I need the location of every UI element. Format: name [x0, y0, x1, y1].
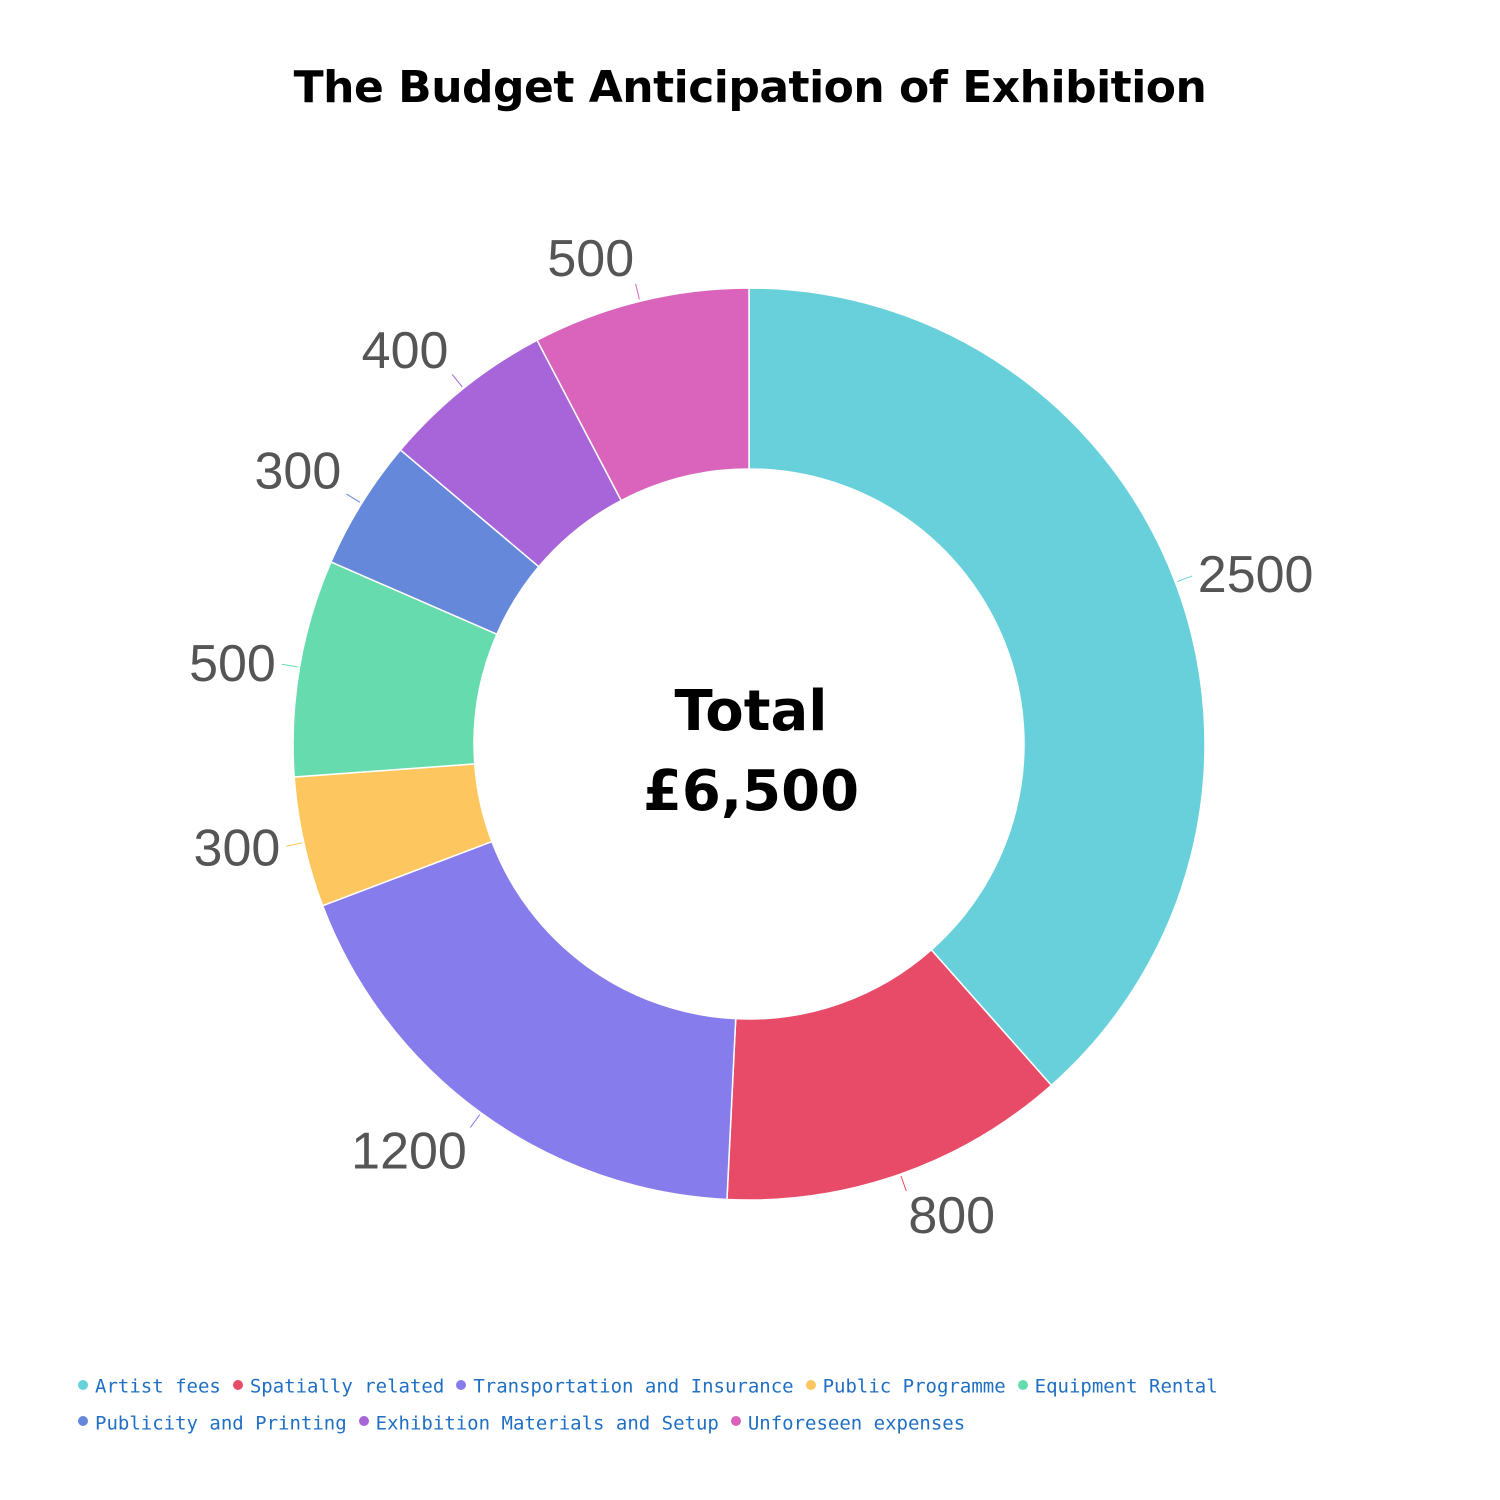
- legend-label: Public Programme: [822, 1375, 1006, 1398]
- legend-label: Equipment Rental: [1034, 1375, 1218, 1398]
- data-label-publicity-and-printing: 300: [254, 443, 341, 501]
- leader-line-unforeseen-expenses: [635, 283, 640, 300]
- center-total-value: £6,500: [643, 759, 859, 824]
- data-label-transportation-and-insurance: 1200: [351, 1122, 467, 1180]
- legend-dot-icon: [232, 1379, 243, 1390]
- leader-line-publicity-and-printing: [346, 493, 361, 503]
- legend-item-transportation-and-insurance[interactable]: Transportation and Insurance: [456, 1368, 794, 1405]
- leader-line-artist-fees: [1177, 575, 1193, 583]
- leader-line-equipment-rental: [281, 663, 298, 668]
- legend-label: Unforeseen expenses: [747, 1412, 966, 1434]
- legend-label: Publicity and Printing: [95, 1412, 347, 1434]
- legend: Artist fees Spatially related Transportati…: [78, 1368, 1458, 1441]
- legend-label: Transportation and Insurance: [473, 1375, 794, 1398]
- legend-dot-icon: [730, 1416, 741, 1426]
- leader-lines-group: [281, 283, 1193, 1192]
- legend-label: Exhibition Materials and Setup: [375, 1412, 719, 1434]
- slice-transportation-and-insurance[interactable]: [321, 840, 737, 1201]
- legend-dot-icon: [1017, 1379, 1028, 1390]
- data-label-equipment-rental: 500: [189, 635, 276, 693]
- legend-item-artist-fees[interactable]: Artist fees: [78, 1368, 221, 1405]
- slice-artist-fees[interactable]: [748, 287, 1206, 1087]
- data-label-artist-fees: 2500: [1198, 546, 1314, 604]
- legend-dot-icon: [78, 1379, 88, 1390]
- leader-line-spatially-related: [900, 1175, 907, 1192]
- legend-item-unforeseen-expenses[interactable]: Unforeseen expenses: [730, 1405, 966, 1442]
- slices-group: [292, 287, 1206, 1201]
- legend-dot-icon: [456, 1379, 467, 1390]
- data-label-spatially-related: 800: [908, 1187, 995, 1245]
- data-label-public-programme: 300: [194, 820, 281, 878]
- chart-title: The Budget Anticipation of Exhibition: [293, 62, 1207, 113]
- legend-item-public-programme[interactable]: Public Programme: [805, 1368, 1006, 1405]
- data-labels-group: 2500 800 1200 300 500 300 400 500: [189, 230, 1313, 1245]
- leader-line-exhibition-materials-and-setup: [451, 374, 463, 388]
- legend-item-exhibition-materials-and-setup[interactable]: Exhibition Materials and Setup: [358, 1405, 719, 1442]
- legend-label: Spatially related: [249, 1375, 445, 1398]
- legend-dot-icon: [358, 1416, 369, 1426]
- legend-item-spatially-related[interactable]: Spatially related: [232, 1368, 445, 1405]
- legend-label: Artist fees: [95, 1375, 221, 1398]
- legend-dot-icon: [805, 1379, 816, 1390]
- center-total-label: Total: [675, 679, 828, 744]
- legend-dot-icon: [78, 1416, 88, 1426]
- legend-item-equipment-rental[interactable]: Equipment Rental: [1017, 1368, 1218, 1405]
- data-label-exhibition-materials-and-setup: 400: [362, 322, 449, 380]
- slice-unforeseen-expenses[interactable]: [536, 287, 750, 502]
- data-label-unforeseen-expenses: 500: [547, 230, 634, 288]
- leader-line-transportation-and-insurance: [469, 1114, 481, 1128]
- legend-item-publicity-and-printing[interactable]: Publicity and Printing: [78, 1405, 347, 1442]
- leader-line-public-programme: [286, 842, 302, 847]
